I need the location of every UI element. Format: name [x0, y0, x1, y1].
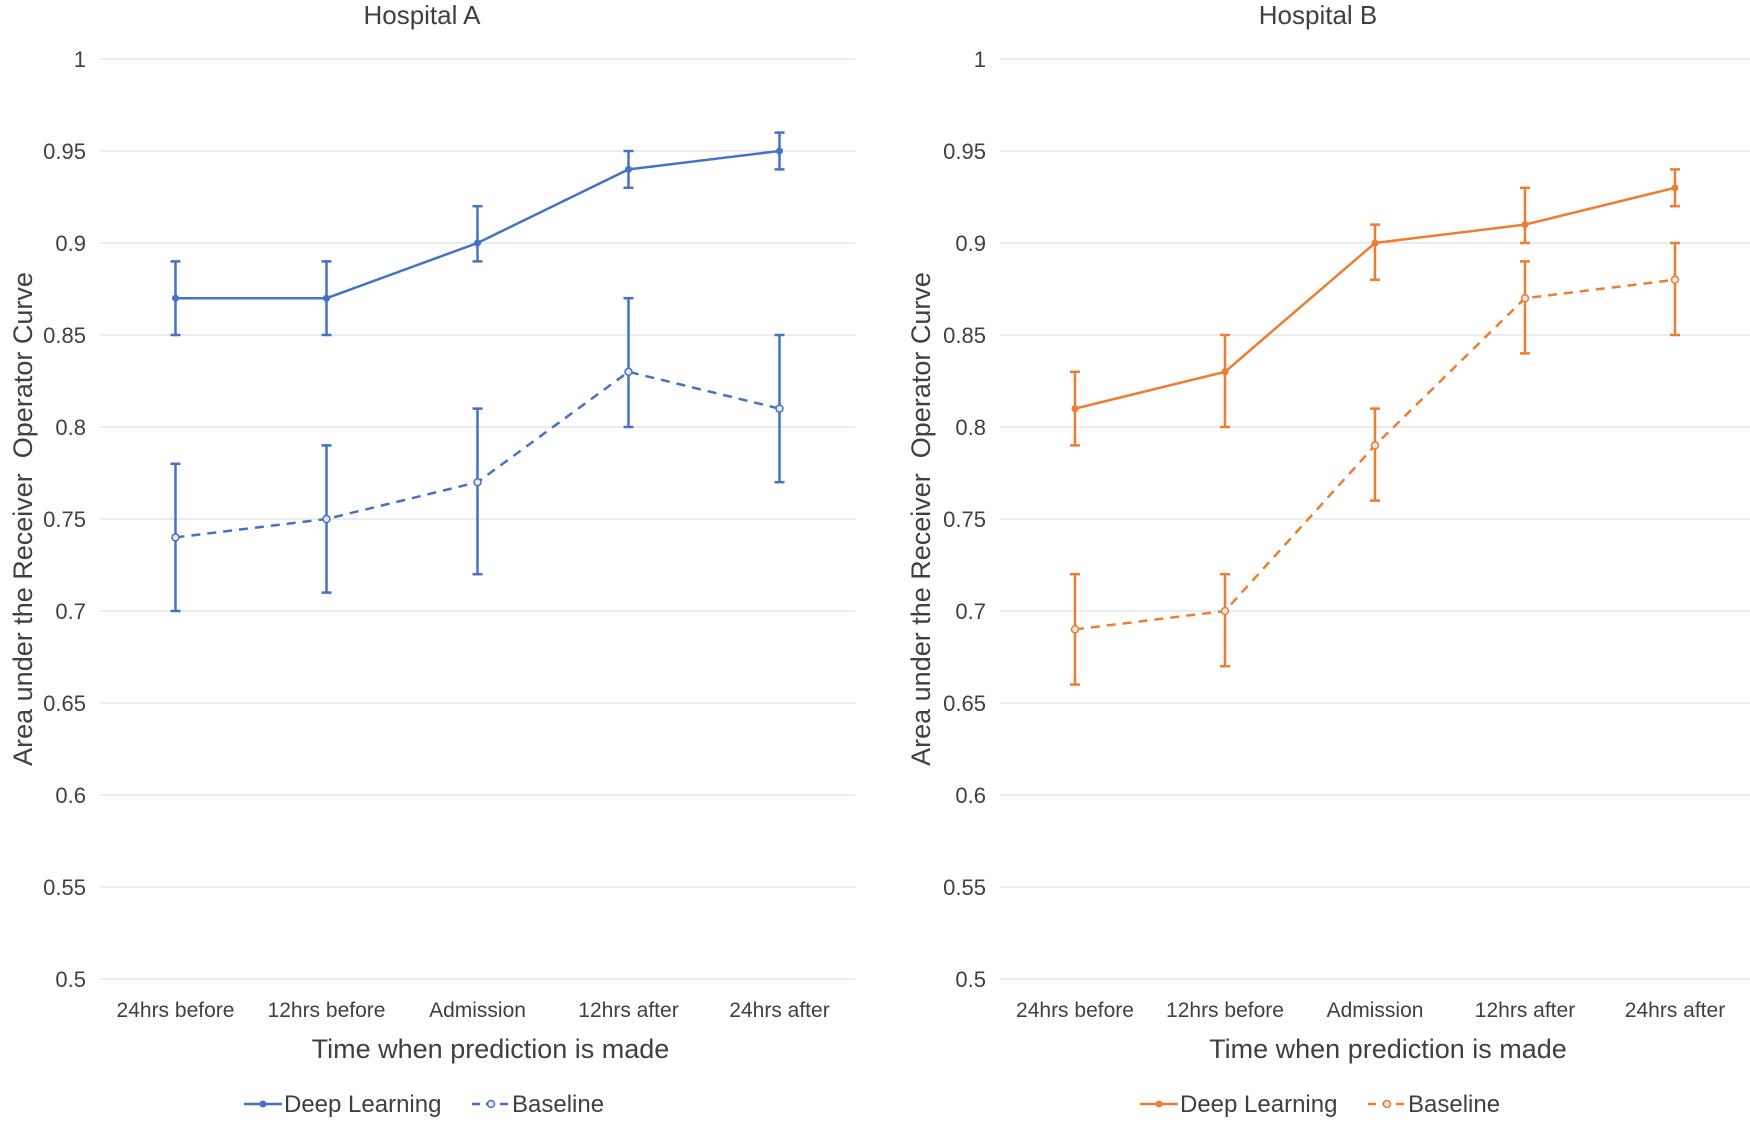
legend-item: Deep Learning — [1140, 1091, 1337, 1118]
y-tick-label: 0.65 — [43, 691, 86, 716]
data-point — [473, 477, 482, 487]
y-tick-label: 0.65 — [943, 691, 986, 716]
y-tick-label: 0.5 — [55, 967, 86, 992]
data-point — [1521, 221, 1529, 229]
x-tick-label: 12hrs after — [1475, 999, 1575, 1022]
legend-label: Baseline — [512, 1091, 604, 1118]
x-tick-label: 24hrs after — [729, 999, 829, 1022]
chart-panel-2: Hospital B 0.5 0.55 0.6 0.65 0.7 0.75 0.8 0.85 0.… — [906, 0, 1750, 1118]
data-point — [1670, 275, 1680, 285]
data-point — [1071, 405, 1079, 413]
x-tick-label: 24hrs before — [117, 999, 235, 1022]
data-point — [1070, 625, 1080, 634]
x-axis-title: Time when prediction is made — [312, 1034, 670, 1064]
x-axis-title: Time when prediction is made — [1209, 1034, 1567, 1064]
legend-item: Baseline — [1368, 1091, 1500, 1118]
legend-item: Deep Learning — [244, 1091, 441, 1118]
chart-title: Hospital A — [363, 0, 481, 30]
y-tick-label: 1 — [74, 47, 86, 72]
x-tick-label: Admission — [1327, 999, 1424, 1022]
data-point — [625, 165, 632, 173]
y-tick-label: 0.55 — [943, 875, 986, 900]
y-axis-title: Area under the Receiver Operator Curve — [8, 272, 38, 766]
legend-label: Baseline — [1408, 1091, 1500, 1118]
x-tick-label: 24hrs before — [1016, 999, 1134, 1022]
x-tick-label: 24hrs after — [1625, 999, 1725, 1022]
series-baseline — [1070, 241, 1680, 686]
data-point — [1371, 239, 1379, 247]
data-point — [1220, 606, 1230, 616]
chart-title: Hospital B — [1259, 0, 1378, 30]
y-tick-label: 0.8 — [955, 415, 986, 440]
y-tick-label: 0.9 — [55, 231, 86, 256]
legend: Deep Learning Baseline — [1140, 1091, 1500, 1118]
data-point — [1520, 293, 1530, 303]
legend-swatch-marker — [486, 1099, 496, 1109]
legend-swatch-marker — [1155, 1100, 1163, 1108]
x-tick-label: 12hrs after — [578, 999, 678, 1022]
data-point — [474, 239, 481, 247]
y-tick-label: 0.95 — [43, 139, 86, 164]
y-axis-title: Area under the Receiver Operator Curve — [906, 272, 936, 766]
data-point — [1221, 368, 1229, 376]
data-point — [624, 367, 633, 377]
data-point — [322, 514, 331, 524]
x-tick-label: Admission — [429, 999, 526, 1022]
x-tick-label: 12hrs before — [1166, 999, 1284, 1022]
data-point — [1671, 184, 1679, 192]
y-tick-label: 0.75 — [943, 507, 986, 532]
legend-item: Baseline — [472, 1091, 604, 1118]
y-tick-label: 0.9 — [955, 231, 986, 256]
y-tick-label: 0.85 — [43, 323, 86, 348]
y-tick-label: 0.95 — [943, 139, 986, 164]
data-point — [172, 294, 179, 302]
data-point — [171, 533, 180, 542]
y-tick-label: 0.5 — [955, 967, 986, 992]
y-tick-label: 0.7 — [955, 599, 986, 624]
legend-label: Deep Learning — [284, 1091, 441, 1118]
y-tick-label: 0.7 — [55, 599, 86, 624]
chart-panel-1: Hospital A 0.5 0.55 0.6 0.65 0.7 0.75 0.8 0.85 0.… — [8, 0, 855, 1118]
series-baseline — [170, 296, 785, 613]
legend-label: Deep Learning — [1180, 1091, 1337, 1118]
series-line — [1074, 186, 1676, 410]
series-deep-learning — [170, 131, 785, 337]
y-tick-label: 0.85 — [943, 323, 986, 348]
data-point — [1370, 441, 1380, 450]
y-tick-label: 1 — [974, 47, 986, 72]
y-tick-label: 0.75 — [43, 507, 86, 532]
data-point — [775, 404, 784, 413]
legend-swatch-marker — [259, 1100, 267, 1108]
y-tick-label: 0.6 — [955, 783, 986, 808]
y-tick-label: 0.8 — [55, 415, 86, 440]
series-deep-learning — [1070, 168, 1680, 447]
x-tick-label: 12hrs before — [268, 999, 386, 1022]
y-tick-label: 0.6 — [55, 783, 86, 808]
data-point — [323, 294, 330, 302]
legend: Deep Learning Baseline — [244, 1091, 604, 1118]
legend-swatch-marker — [1382, 1099, 1392, 1109]
data-point — [776, 147, 783, 155]
y-tick-label: 0.55 — [43, 875, 86, 900]
